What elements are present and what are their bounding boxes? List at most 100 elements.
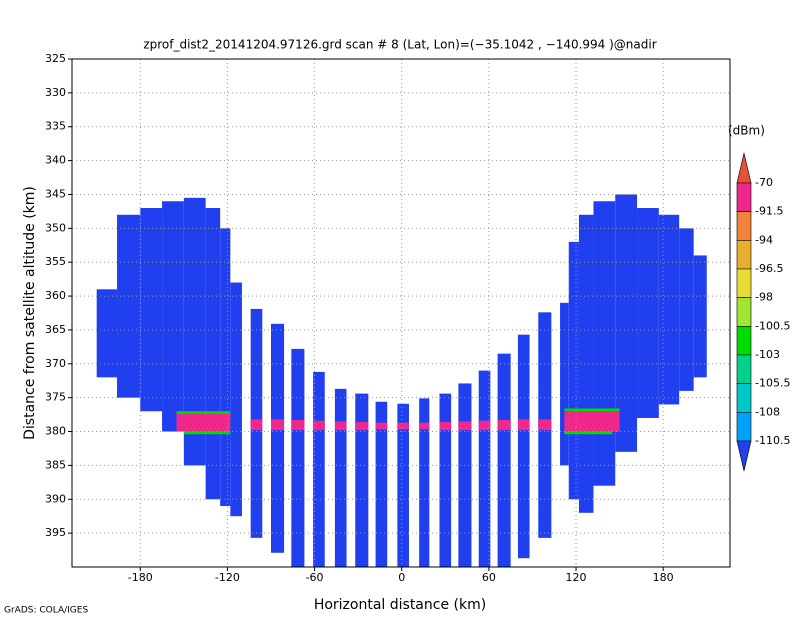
field-cell bbox=[538, 419, 552, 431]
x-tick-label: -180 bbox=[128, 571, 153, 584]
field-cell bbox=[517, 334, 530, 559]
field-cell bbox=[693, 255, 707, 378]
field-cell bbox=[140, 208, 163, 412]
field-cell bbox=[439, 422, 452, 431]
colorbar-segment bbox=[736, 182, 752, 212]
colorbar-segment bbox=[736, 268, 752, 298]
field-cell bbox=[637, 208, 659, 418]
colorbar-segment bbox=[736, 211, 752, 241]
x-tick-label: 120 bbox=[566, 571, 587, 584]
field-cell bbox=[334, 421, 347, 431]
colorbar-segment bbox=[736, 297, 752, 327]
plot-frame bbox=[71, 58, 731, 568]
field-cell bbox=[230, 282, 242, 517]
x-axis-label: Horizontal distance (km) bbox=[314, 597, 486, 613]
field-cell bbox=[291, 420, 305, 431]
colorbar-segment bbox=[736, 152, 752, 184]
field-cell bbox=[176, 413, 231, 432]
field-cell bbox=[205, 208, 221, 500]
field-cell bbox=[355, 422, 369, 431]
y-tick-label: 375 bbox=[45, 391, 66, 404]
field-cell bbox=[658, 214, 680, 405]
field-cell bbox=[183, 431, 231, 435]
field-cell bbox=[291, 348, 305, 567]
field-cell bbox=[313, 371, 325, 567]
y-tick-label: 390 bbox=[45, 492, 66, 505]
y-tick-label: 330 bbox=[45, 86, 66, 99]
field-cell bbox=[458, 421, 472, 431]
y-tick-label: 355 bbox=[45, 255, 66, 268]
field-cell bbox=[679, 228, 694, 391]
field-cell bbox=[270, 419, 285, 431]
y-tick-label: 335 bbox=[45, 120, 66, 133]
field-cell bbox=[375, 422, 388, 430]
x-tick-label: -120 bbox=[215, 571, 240, 584]
field-cell bbox=[270, 323, 285, 553]
y-tick-label: 340 bbox=[45, 154, 66, 167]
colorbar-label: -70 bbox=[755, 176, 773, 189]
y-tick-label: 325 bbox=[45, 52, 66, 65]
y-tick-label: 395 bbox=[45, 526, 66, 539]
field-cell bbox=[250, 419, 263, 431]
field-cell bbox=[419, 422, 430, 430]
x-tick-label: 180 bbox=[653, 571, 674, 584]
x-tick-label: 60 bbox=[482, 571, 496, 584]
field-cell bbox=[593, 201, 616, 486]
field-cell bbox=[458, 383, 472, 567]
colorbar-label: -94 bbox=[755, 233, 773, 246]
y-tick-label: 345 bbox=[45, 187, 66, 200]
field-cell bbox=[439, 393, 452, 567]
field-cell bbox=[334, 388, 347, 567]
field-cell bbox=[183, 197, 206, 466]
x-tick-label: -60 bbox=[306, 571, 324, 584]
field-cell bbox=[564, 431, 613, 435]
colorbar-segment bbox=[736, 383, 752, 413]
colorbar-label: -110.5 bbox=[755, 434, 790, 447]
colorbar-segment bbox=[736, 240, 752, 270]
field-cell bbox=[162, 201, 184, 432]
colorbar-label: -96.5 bbox=[755, 262, 783, 275]
y-tick-label: 360 bbox=[45, 289, 66, 302]
field-cell bbox=[397, 403, 409, 567]
colorbar-segment bbox=[736, 412, 752, 442]
x-tick-label: 0 bbox=[398, 571, 405, 584]
credit: GrADS: COLA/IGES bbox=[4, 606, 88, 616]
y-tick-label: 350 bbox=[45, 221, 66, 234]
field-cell bbox=[397, 422, 409, 430]
y-tick-label: 370 bbox=[45, 357, 66, 370]
field-cell bbox=[313, 420, 325, 431]
field-cell bbox=[568, 241, 579, 500]
field-cell bbox=[375, 401, 388, 567]
field bbox=[96, 194, 707, 567]
colorbar-segment bbox=[736, 440, 752, 472]
field-cell bbox=[176, 411, 231, 414]
colorbar-unit: (dBm) bbox=[728, 124, 765, 138]
colorbar-segment bbox=[736, 326, 752, 356]
colorbar-label: -98 bbox=[755, 291, 773, 304]
field-cell bbox=[478, 370, 491, 567]
field-cell bbox=[564, 411, 620, 432]
field-cell bbox=[355, 393, 369, 567]
field-cell bbox=[497, 420, 511, 431]
y-tick-label: 380 bbox=[45, 425, 66, 438]
field-cell bbox=[96, 289, 118, 378]
colorbar-label: -100.5 bbox=[755, 319, 790, 332]
field-cell bbox=[220, 228, 231, 507]
y-tick-label: 385 bbox=[45, 458, 66, 471]
chart-title: zprof_dist2_20141204.97126.grd scan # 8 … bbox=[143, 38, 656, 52]
field-cell bbox=[615, 194, 638, 452]
field-cell bbox=[478, 420, 491, 431]
field-cell bbox=[578, 214, 594, 513]
colorbar-label: -103 bbox=[755, 348, 780, 361]
field-cell bbox=[419, 398, 430, 567]
colorbar-label: -105.5 bbox=[755, 377, 790, 390]
field-cell bbox=[497, 353, 511, 567]
y-axis-label: Distance from satellite altitude (km) bbox=[22, 186, 38, 440]
field-cell bbox=[564, 408, 620, 412]
field-cell bbox=[517, 419, 530, 431]
colorbar-label: -91.5 bbox=[755, 205, 783, 218]
field-cell bbox=[117, 214, 141, 398]
colorbar-label: -108 bbox=[755, 405, 780, 418]
y-tick-label: 365 bbox=[45, 323, 66, 336]
